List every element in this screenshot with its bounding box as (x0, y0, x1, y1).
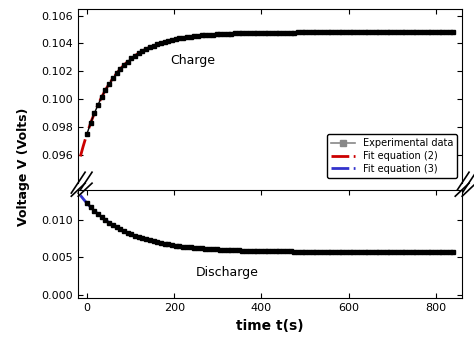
Text: Voltage V (Volts): Voltage V (Volts) (17, 107, 29, 226)
Legend: Experimental data, Fit equation (2), Fit equation (3): Experimental data, Fit equation (2), Fit… (327, 134, 457, 178)
X-axis label: time t(s): time t(s) (237, 319, 304, 333)
Text: Discharge: Discharge (196, 266, 259, 279)
Text: Charge: Charge (170, 54, 215, 67)
